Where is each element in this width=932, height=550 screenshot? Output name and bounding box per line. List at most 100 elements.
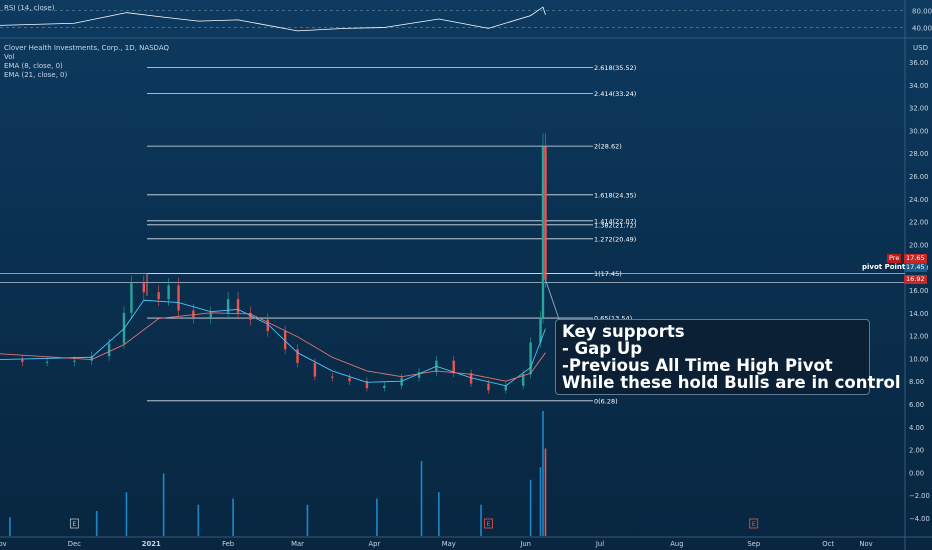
candle-body — [21, 359, 24, 362]
rsi-tick-label: 80.00 — [912, 8, 932, 16]
candle-body — [283, 331, 287, 350]
volume-bar — [162, 473, 165, 536]
fib-level-label: 0(6.28) — [594, 397, 618, 405]
y-tick-label: 22.00 — [909, 219, 928, 227]
candle-body — [73, 360, 76, 362]
x-tick-label: Sep — [747, 540, 760, 548]
fib-level-label: 1.414(22.07) — [594, 217, 636, 225]
y-tick-label: 32.00 — [909, 105, 928, 113]
rsi-tick-label: 40.00 — [912, 25, 932, 33]
candle-body — [539, 317, 542, 343]
volume-bar — [376, 498, 378, 536]
y-tick-label: 20.00 — [909, 241, 928, 249]
earnings-marker — [69, 518, 79, 529]
candle-body — [226, 299, 230, 313]
candle-body — [209, 312, 212, 318]
annotation-callout: Key supports - Gap Up -Previous All Time… — [555, 319, 901, 395]
candle-body — [296, 349, 299, 363]
candle-body — [313, 362, 317, 377]
candle-body — [236, 299, 240, 313]
callout-line-3: -Previous All Time High Pivot — [562, 356, 833, 375]
x-tick-label: Feb — [222, 540, 234, 548]
ema21-line — [0, 312, 546, 382]
volume-bar — [529, 479, 532, 536]
ema21-legend: EMA (21, close, 0) — [4, 71, 68, 79]
candle-body — [469, 373, 473, 384]
y-tick-label: 16.00 — [909, 287, 928, 295]
volume-bar — [438, 492, 440, 536]
x-tick-label: Apr — [369, 540, 381, 548]
y-tick-label: 10.00 — [909, 355, 928, 363]
volume-bar — [420, 461, 423, 536]
fib-level-label: 2.618(35.52) — [594, 64, 636, 72]
callout-line-1: Key supports — [562, 322, 685, 341]
volume-bar — [542, 411, 544, 536]
callout-pointer — [545, 279, 561, 323]
x-tick-label: Jun — [519, 540, 531, 548]
earnings-marker — [749, 518, 759, 529]
earnings-label: E — [486, 520, 490, 528]
volume-bar — [539, 467, 542, 536]
candle-body — [529, 342, 532, 375]
y-tick-label: 30.00 — [909, 127, 928, 135]
candle-body — [541, 146, 545, 318]
candle-body — [107, 343, 111, 357]
x-tick-label: May — [442, 540, 456, 548]
volume-bar — [232, 498, 234, 536]
candle-body — [90, 356, 93, 361]
symbol-title: Clover Health Investments, Corp., 1D, NA… — [4, 44, 169, 52]
candle-body — [521, 374, 525, 386]
current-value-tag: 16.92 — [904, 275, 927, 284]
ema8-legend: EMA (8, close, 0) — [4, 62, 63, 70]
candle-body — [192, 310, 195, 318]
fib-level-label: 0.65(13.54) — [594, 315, 632, 323]
candle-body — [544, 146, 547, 280]
candle-body — [504, 385, 508, 391]
fib-level-label: 1.272(20.49) — [594, 235, 636, 243]
y-tick-label: 36.00 — [909, 59, 928, 67]
candle-body — [487, 383, 490, 391]
candle-body — [400, 377, 403, 386]
volume-bar — [480, 504, 482, 536]
candle-body — [45, 361, 49, 363]
fib-level-label: 2(28.62) — [594, 143, 622, 151]
y-tick-label: 12.00 — [909, 333, 928, 341]
x-tick-label: Nov — [0, 540, 7, 548]
earnings-label: E — [752, 520, 756, 528]
volume-legend: Vol — [4, 53, 15, 61]
candle-body — [167, 285, 170, 300]
y-tick-label: 24.00 — [909, 196, 928, 204]
y-tick-label: −4.00 — [909, 515, 930, 523]
candle-body — [266, 319, 269, 332]
volume-bar — [306, 504, 309, 536]
rsi-legend: RSI (14, close) — [4, 4, 55, 12]
pre-value-tag: 17.65 — [904, 254, 927, 263]
earnings-marker — [484, 518, 493, 529]
pre-label-tag: Pre — [887, 254, 902, 263]
candle-body — [249, 312, 252, 320]
candle-body — [157, 292, 160, 300]
volume-bar — [197, 504, 200, 536]
x-tick-label: 2021 — [142, 540, 161, 548]
fib-level-label: 2.414(33.24) — [594, 90, 636, 98]
volume-bar — [544, 448, 547, 536]
y-tick-label: −2.00 — [909, 492, 930, 500]
y-tick-label: 8.00 — [909, 378, 924, 386]
ema8-line — [0, 299, 546, 387]
candle-body — [177, 285, 180, 311]
x-tick-label: Mar — [291, 540, 304, 548]
candle-body — [365, 381, 369, 389]
y-tick-label: 0.00 — [909, 469, 924, 477]
volume-bar — [95, 511, 98, 536]
fib-level-label: 1(17.45) — [594, 270, 622, 278]
callout-line-2: - Gap Up — [562, 339, 643, 358]
candle-body — [331, 376, 334, 378]
candle-body — [417, 372, 421, 378]
earnings-label: E — [72, 520, 76, 528]
x-tick-label: Jul — [595, 540, 604, 548]
volume-bar — [9, 517, 11, 536]
x-tick-label: Oct — [822, 540, 834, 548]
x-tick-label: Nov — [859, 540, 872, 548]
y-tick-label: 6.00 — [909, 401, 924, 409]
